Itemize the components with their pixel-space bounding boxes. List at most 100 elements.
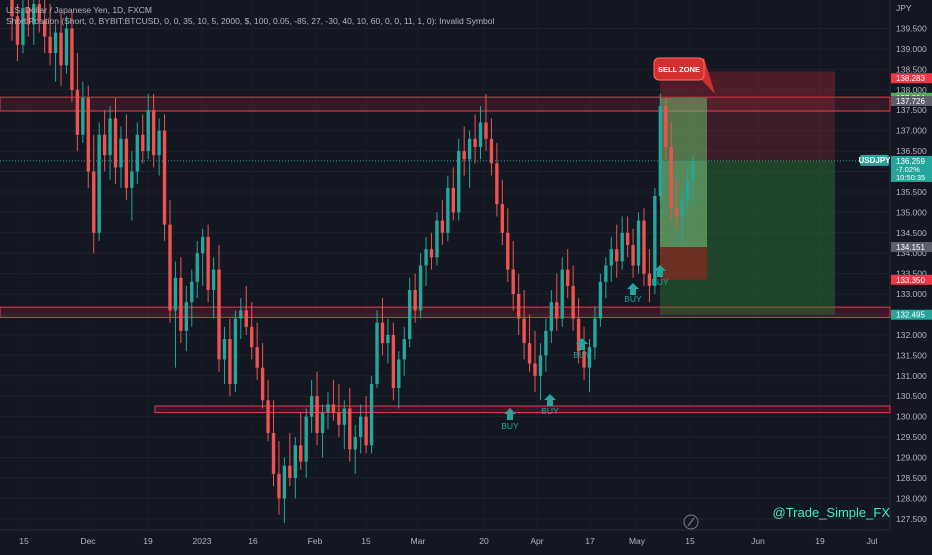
candle bbox=[440, 220, 445, 233]
candle bbox=[484, 122, 488, 139]
candle bbox=[653, 196, 657, 286]
candle bbox=[457, 151, 461, 213]
zone-1 bbox=[0, 306, 891, 318]
price-tag-label: 137.726 bbox=[896, 97, 925, 106]
candle bbox=[92, 171, 96, 233]
buy-label: BUY bbox=[624, 294, 642, 304]
candle bbox=[195, 253, 199, 282]
x-tick-label: 16 bbox=[248, 536, 258, 546]
y-tick-label: 129.500 bbox=[896, 432, 927, 442]
buy-arrow-icon bbox=[504, 408, 516, 420]
candle bbox=[560, 269, 564, 319]
y-tick-label: 131.000 bbox=[896, 371, 927, 381]
y-tick-label: 137.000 bbox=[896, 126, 927, 136]
price-tag bbox=[891, 155, 932, 182]
candle bbox=[386, 334, 390, 344]
candle bbox=[146, 110, 150, 152]
price-tag-extra: -7.02% bbox=[896, 165, 920, 174]
callout-box bbox=[653, 57, 705, 81]
candle bbox=[59, 32, 63, 66]
x-tick-label: Jun bbox=[751, 536, 765, 546]
y-tick-label: 138.500 bbox=[896, 64, 927, 74]
candle bbox=[691, 160, 695, 180]
symbol-badge[interactable] bbox=[860, 154, 889, 166]
y-tick-label: 133.000 bbox=[896, 289, 927, 299]
candle bbox=[239, 310, 243, 319]
candle bbox=[674, 208, 679, 217]
logo-slash bbox=[687, 517, 695, 527]
price-tag-label: 133.350 bbox=[896, 276, 925, 285]
x-tick-label: 15 bbox=[685, 536, 695, 546]
x-tick-label: 15 bbox=[19, 536, 29, 546]
candle bbox=[266, 400, 270, 433]
candle bbox=[282, 465, 287, 499]
x-tick-label: 19 bbox=[143, 536, 153, 546]
candle bbox=[124, 138, 129, 188]
candle bbox=[271, 432, 276, 474]
watermark: @Trade_Simple_FX bbox=[772, 505, 890, 520]
candle bbox=[15, 16, 20, 45]
candle bbox=[342, 408, 347, 425]
candle bbox=[680, 200, 684, 217]
x-tick-label: 17 bbox=[585, 536, 595, 546]
candle bbox=[81, 97, 85, 135]
x-tick-label: 15 bbox=[361, 536, 371, 546]
y-tick-label: 134.000 bbox=[896, 248, 927, 258]
zone-2 bbox=[154, 405, 891, 414]
price-tag-label: 136.259 bbox=[896, 157, 925, 166]
x-tick-label: Apr bbox=[530, 536, 543, 546]
y-tick-label: 136.500 bbox=[896, 146, 927, 156]
candle bbox=[10, 0, 14, 17]
candle bbox=[636, 220, 641, 266]
candle bbox=[516, 294, 521, 319]
candle bbox=[250, 326, 254, 348]
candle bbox=[42, 20, 47, 37]
candle bbox=[358, 416, 363, 438]
y-tick-label: 138.000 bbox=[896, 85, 927, 95]
candle bbox=[571, 285, 575, 319]
buy-label: BUY bbox=[501, 421, 519, 431]
candle bbox=[200, 236, 205, 254]
candle bbox=[544, 330, 548, 356]
candle bbox=[604, 265, 608, 282]
candle bbox=[119, 138, 123, 168]
x-tick-label: Feb bbox=[308, 536, 323, 546]
candle bbox=[615, 249, 619, 262]
candle bbox=[260, 367, 265, 401]
candle bbox=[141, 134, 145, 152]
candle bbox=[75, 89, 80, 135]
price-tag-label: 138.283 bbox=[896, 74, 925, 83]
candle bbox=[609, 249, 613, 266]
candle bbox=[587, 347, 592, 368]
candle bbox=[277, 473, 281, 499]
x-tick-label: Mar bbox=[411, 536, 426, 546]
chart-title: U.S. Dollar / Japanese Yen, 1D, FXCM bbox=[6, 5, 152, 15]
x-tick-label: Jul bbox=[867, 536, 878, 546]
y-tick-label: 131.500 bbox=[896, 350, 927, 360]
price-tag bbox=[891, 309, 932, 320]
candle bbox=[391, 334, 396, 389]
candle bbox=[473, 138, 477, 147]
candle bbox=[304, 416, 308, 462]
price-tag bbox=[891, 242, 932, 253]
candle bbox=[299, 445, 303, 462]
y-tick-label: 128.000 bbox=[896, 493, 927, 503]
candle bbox=[320, 412, 325, 433]
candle bbox=[228, 339, 232, 384]
buy-arrow-icon bbox=[544, 394, 556, 406]
price-tag bbox=[891, 274, 932, 285]
candle bbox=[32, 4, 36, 25]
candle bbox=[642, 220, 646, 274]
candle bbox=[647, 273, 652, 286]
candle bbox=[86, 97, 90, 172]
candle bbox=[598, 281, 603, 319]
y-tick-label: 129.000 bbox=[896, 453, 927, 463]
candle bbox=[309, 396, 314, 417]
study-legend[interactable]: Short Position (Short, 0, BYBIT:BTCUSD, … bbox=[6, 16, 495, 26]
candle bbox=[113, 118, 118, 168]
candle bbox=[64, 28, 69, 66]
candle bbox=[555, 302, 559, 319]
candle bbox=[658, 106, 663, 197]
